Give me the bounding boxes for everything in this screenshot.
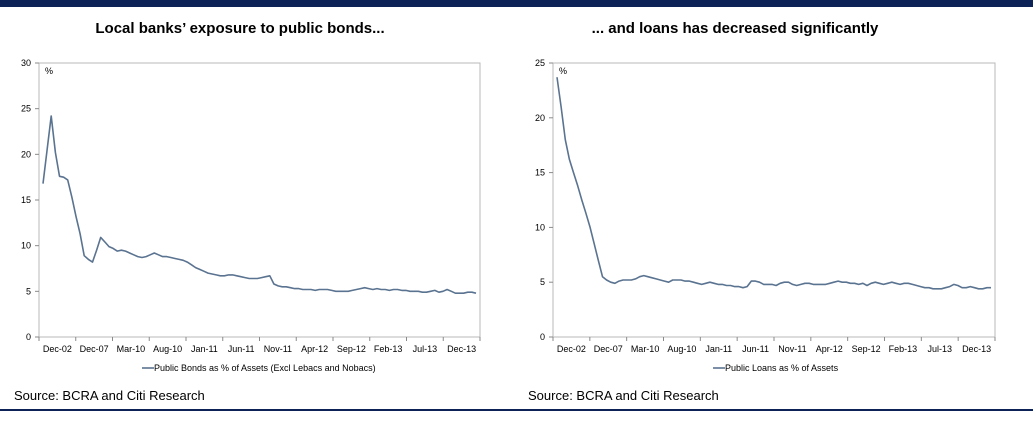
- x-tick-label: Dec-13: [447, 344, 476, 354]
- legend-label: Public Loans as % of Assets: [725, 363, 839, 373]
- y-tick-label: 20: [535, 113, 545, 123]
- y-unit-label: %: [45, 66, 53, 76]
- x-tick-label: Jul-13: [413, 344, 438, 354]
- x-tick-label: Dec-07: [80, 344, 109, 354]
- x-tick-label: Jun-11: [742, 344, 769, 354]
- x-tick-label: Nov-11: [778, 344, 806, 354]
- x-tick-label: Mar-10: [117, 344, 146, 354]
- top-accent-bar: [0, 0, 1033, 7]
- x-tick-label: Apr-12: [816, 344, 843, 354]
- y-tick-label: 20: [21, 149, 31, 159]
- x-tick-label: Feb-13: [374, 344, 403, 354]
- x-tick-label: Sep-12: [852, 344, 881, 354]
- x-tick-label: Jan-11: [191, 344, 218, 354]
- x-tick-label: Apr-12: [301, 344, 328, 354]
- y-tick-label: 25: [21, 104, 31, 114]
- bottom-accent-bar: [0, 409, 1033, 411]
- public-bonds-chart: 0 5 10 15 20 25 30% Dec-02 Dec-07 Mar-10 Aug-10 Jan…: [21, 58, 481, 373]
- x-tick-label: Aug-10: [153, 344, 182, 354]
- legend-label: Public Bonds as % of Assets (Excl Lebacs…: [154, 363, 376, 373]
- y-tick-label: 0: [540, 332, 545, 342]
- x-tick-label: Jun-11: [228, 344, 255, 354]
- x-tick-label: Jul-13: [927, 344, 952, 354]
- x-tick-label: Mar-10: [631, 344, 660, 354]
- left-source-note: Source: BCRA and Citi Research: [14, 388, 205, 403]
- x-tick-label: Feb-13: [889, 344, 918, 354]
- left-chart-title: Local banks’ exposure to public bonds...: [95, 20, 385, 37]
- series-line: [42, 115, 477, 294]
- x-tick-label: Dec-02: [557, 344, 586, 354]
- y-unit-label: %: [559, 66, 567, 76]
- right-source-note: Source: BCRA and Citi Research: [528, 388, 719, 403]
- x-tick-label: Dec-13: [962, 344, 991, 354]
- y-tick-label: 10: [535, 222, 545, 232]
- plot-area-frame: [552, 62, 996, 338]
- series-line: [556, 77, 991, 290]
- y-tick-label: 5: [26, 286, 31, 296]
- x-tick-label: Nov-11: [264, 344, 292, 354]
- right-chart-title: ... and loans has decreased significantl…: [591, 20, 879, 37]
- x-tick-label: Dec-02: [43, 344, 72, 354]
- y-tick-label: 25: [535, 58, 545, 68]
- x-tick-label: Dec-07: [594, 344, 623, 354]
- plot-area-frame: [38, 62, 481, 338]
- y-tick-label: 15: [21, 195, 31, 205]
- y-tick-label: 5: [540, 277, 545, 287]
- y-tick-label: 15: [535, 168, 545, 178]
- public-loans-chart: 0 5 10 15 20 25% Dec-02 Dec-07 Mar-10 Aug-10 Jan-1…: [535, 58, 996, 373]
- y-tick-label: 0: [26, 332, 31, 342]
- x-tick-label: Jan-11: [705, 344, 732, 354]
- x-tick-label: Sep-12: [337, 344, 366, 354]
- y-tick-label: 10: [21, 241, 31, 251]
- x-tick-label: Aug-10: [667, 344, 696, 354]
- y-tick-label: 30: [21, 58, 31, 68]
